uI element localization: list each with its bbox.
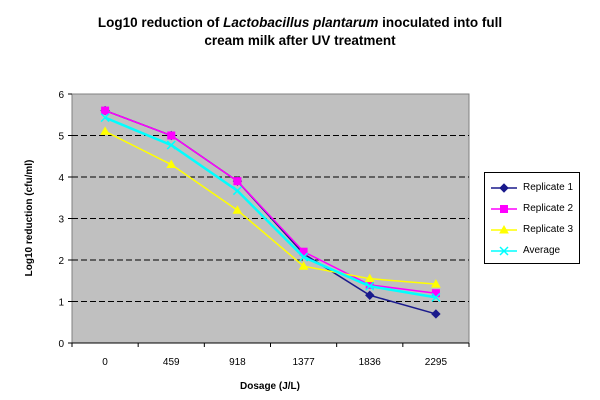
y-axis-label: Log10 reduction (cfu/ml) (24, 160, 35, 277)
y-tick-label: 6 (58, 90, 64, 101)
legend-label: Replicate 3 (523, 224, 574, 235)
legend: Replicate 1 Replicate 2 Replicate 3 Average (484, 172, 580, 264)
legend-swatch (491, 182, 517, 193)
legend-label: Average (523, 245, 561, 256)
y-tick-label: 2 (58, 256, 64, 267)
y-axis-ticks: 0 1 2 3 4 5 6 (58, 90, 72, 350)
title-species: Lactobacillus plantarum (223, 15, 379, 30)
data-point (100, 113, 110, 123)
legend-item: Replicate 3 (489, 219, 579, 240)
data-point (365, 281, 375, 291)
x-tick-label: 2295 (425, 357, 448, 368)
x-tick-label: 1377 (292, 357, 315, 368)
series-line (104, 116, 437, 299)
data-point (232, 205, 243, 214)
data-point (299, 252, 309, 262)
series-average (100, 113, 441, 302)
data-point (166, 159, 177, 169)
legend-marker (499, 245, 509, 256)
x-tick-label: 459 (163, 357, 180, 368)
data-point (365, 290, 375, 300)
data-point (101, 106, 110, 115)
legend-label: Replicate 1 (523, 182, 574, 193)
data-point (431, 279, 441, 288)
x-tick-label: 918 (229, 357, 246, 368)
series-replicate-3 (100, 126, 441, 288)
data-point (232, 186, 242, 196)
title-prefix: Log10 reduction of (97, 15, 224, 30)
data-point (233, 177, 242, 186)
x-tick-label: 1836 (359, 357, 382, 368)
legend-item: Replicate 2 (489, 198, 579, 219)
y-tick-label: 3 (58, 215, 64, 226)
data-point (166, 140, 176, 150)
series-line (104, 130, 436, 285)
data-point (364, 273, 375, 283)
legend-item: Replicate 1 (489, 177, 579, 198)
data-point (167, 131, 176, 140)
legend-swatch (491, 224, 517, 233)
legend-label: Replicate 2 (523, 203, 574, 214)
legend-marker (500, 204, 508, 213)
data-point (431, 292, 441, 302)
x-tick-label: 0 (102, 357, 108, 368)
data-point (431, 309, 441, 319)
legend-marker (499, 182, 509, 193)
legend-swatch (491, 204, 517, 213)
data-point (299, 247, 308, 256)
series-group (100, 105, 441, 319)
title-suffix: inoculated into full (378, 15, 503, 30)
x-axis-label: Dosage (J/L) (240, 381, 300, 392)
y-tick-label: 4 (58, 173, 64, 184)
data-point (100, 126, 110, 135)
data-point (298, 261, 309, 270)
series-line (104, 109, 437, 294)
y-tick-label: 1 (58, 298, 64, 309)
legend-marker (499, 224, 509, 233)
x-axis-ticks: 0 459 918 1377 1836 2295 (71, 342, 470, 368)
y-tick-label: 5 (58, 132, 64, 143)
chart-title: Log10 reduction of Lactobacillus plantar… (0, 14, 600, 50)
legend-item: Average (489, 240, 579, 261)
legend-swatch (491, 245, 517, 256)
y-tick-label: 0 (58, 339, 64, 350)
title-line2: cream milk after UV treatment (204, 33, 396, 48)
